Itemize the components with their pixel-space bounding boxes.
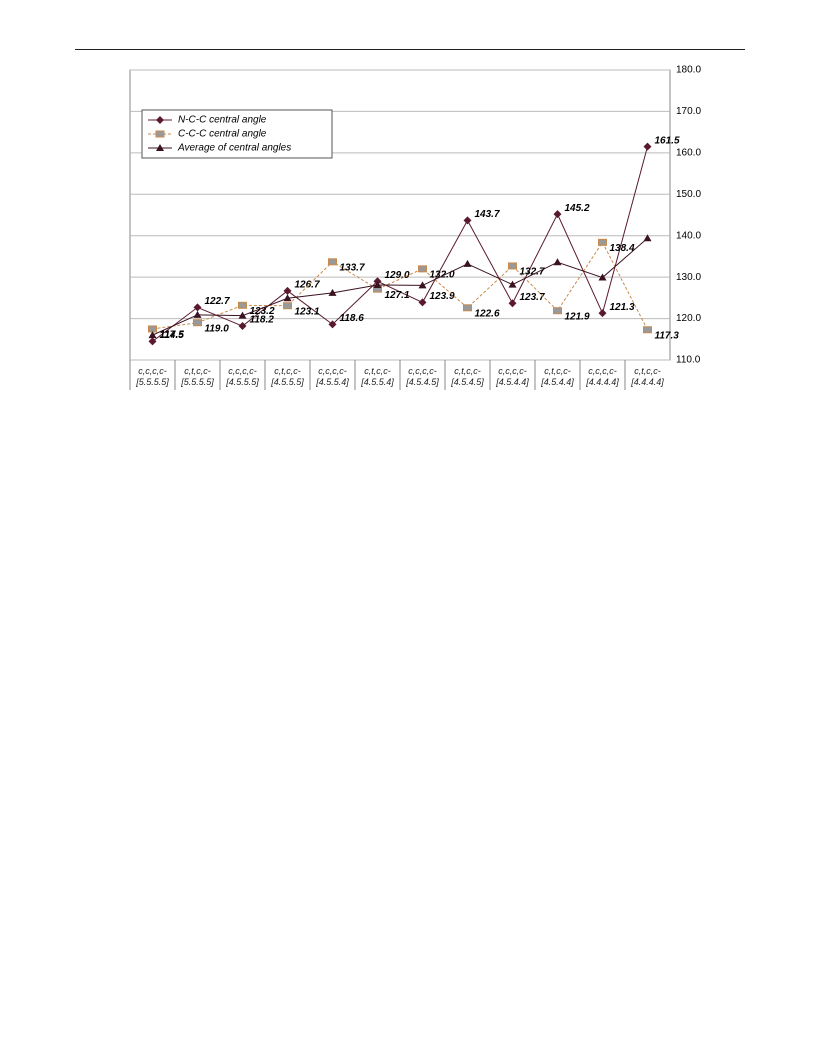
marker (463, 216, 472, 225)
x-tick-label: c,c,c,c-[4.4.4.4] (586, 366, 619, 387)
x-tick-label: c,c,c,c-[5.5.5.5] (136, 366, 169, 387)
legend-label: Average of central angles (177, 143, 291, 154)
y-tick-label: 150.0 (676, 189, 701, 200)
data-label: 123.1 (295, 306, 320, 317)
legend-marker (156, 116, 164, 124)
marker (553, 258, 562, 266)
marker (643, 326, 652, 334)
data-label: 118.2 (250, 315, 275, 326)
marker (508, 299, 517, 308)
x-tick-label: c,c,c,c-[4.5.5.4] (316, 366, 349, 387)
x-tick-label: c,t,c,c-[4.4.4.4] (631, 366, 664, 387)
y-tick-label: 130.0 (676, 272, 701, 283)
marker (553, 210, 562, 219)
marker (373, 281, 382, 289)
marker (418, 281, 427, 289)
data-label: 132.0 (430, 269, 455, 280)
data-label: 123.7 (520, 292, 545, 303)
marker (193, 303, 202, 312)
marker (193, 319, 202, 327)
marker (463, 304, 472, 312)
marker (418, 298, 427, 307)
marker (328, 288, 337, 296)
data-label: 123.9 (430, 291, 455, 302)
data-label: 122.6 (475, 308, 500, 319)
marker (418, 265, 427, 273)
series-line (152, 241, 648, 330)
marker (463, 259, 472, 267)
data-label: 119.0 (205, 323, 230, 334)
y-tick-label: 120.0 (676, 313, 701, 324)
marker (598, 238, 607, 246)
marker (598, 309, 607, 318)
marker (148, 325, 157, 333)
y-tick-label: 180.0 (676, 65, 701, 76)
legend-marker (155, 130, 165, 138)
data-label: 122.7 (205, 296, 230, 307)
x-tick-label: c,t,c,c-[4.5.5.5] (271, 366, 304, 387)
header-rule (75, 49, 745, 50)
marker (283, 286, 292, 295)
marker (238, 301, 247, 309)
chart-wrap: 110.0 120.0 130.0 140.0 150.0 160.0 170.0 180.0… (70, 60, 728, 405)
marker (598, 273, 607, 281)
data-label: 117.3 (655, 330, 680, 341)
legend-label: N-C-C central angle (178, 115, 267, 126)
x-tick-label: c,t,c,c-[4.5.4.4] (541, 366, 574, 387)
legend-box (141, 109, 333, 159)
y-tick-label: 140.0 (676, 230, 701, 241)
x-tick-label: c,c,c,c-[4.5.4.5] (406, 366, 439, 387)
x-tick-label: c,t,c,c-[5.5.5.5] (181, 366, 214, 387)
y-tick-label: 170.0 (676, 106, 701, 117)
x-tick-label: c,c,c,c-[4.5.4.4] (496, 366, 529, 387)
marker (328, 258, 337, 266)
marker (508, 280, 517, 288)
data-label: 145.2 (565, 203, 590, 214)
marker (148, 331, 157, 339)
marker (643, 142, 652, 151)
legend-marker (156, 144, 164, 151)
marker (643, 234, 652, 242)
marker (283, 294, 292, 302)
data-label: 123.2 (250, 306, 275, 317)
marker (238, 322, 247, 331)
data-label: 129.0 (385, 270, 410, 281)
data-label: 114.5 (160, 330, 185, 341)
marker (328, 320, 337, 329)
legend-label: C-C-C central angle (178, 129, 267, 140)
marker (508, 262, 517, 270)
data-label: 121.3 (610, 302, 635, 313)
marker (238, 311, 247, 319)
data-label: 127.1 (385, 290, 410, 301)
x-tick-label: c,t,c,c-[4.5.5.4] (361, 366, 394, 387)
series-line (152, 237, 648, 336)
data-label: 138.4 (610, 243, 635, 254)
data-label: 121.9 (565, 311, 590, 322)
marker (553, 307, 562, 315)
marker (193, 310, 202, 318)
data-label: 132.7 (520, 267, 545, 278)
data-label: 133.7 (340, 262, 365, 273)
data-label: 126.7 (295, 279, 320, 290)
x-tick-label: c,t,c,c-[4.5.4.5] (451, 366, 484, 387)
data-label: 118.6 (340, 313, 365, 324)
marker (283, 302, 292, 310)
x-tick-label: c,c,c,c-[4.5.5.5] (226, 366, 259, 387)
y-tick-label: 110.0 (676, 355, 701, 366)
data-label: 117.5 (160, 330, 185, 341)
data-label: 143.7 (475, 209, 500, 220)
y-tick-label: 160.0 (676, 147, 701, 158)
series-line (152, 146, 648, 342)
data-label: 161.5 (655, 135, 680, 146)
chart: 110.0 120.0 130.0 140.0 150.0 160.0 170.0 180.0… (129, 65, 728, 390)
marker (148, 337, 157, 346)
